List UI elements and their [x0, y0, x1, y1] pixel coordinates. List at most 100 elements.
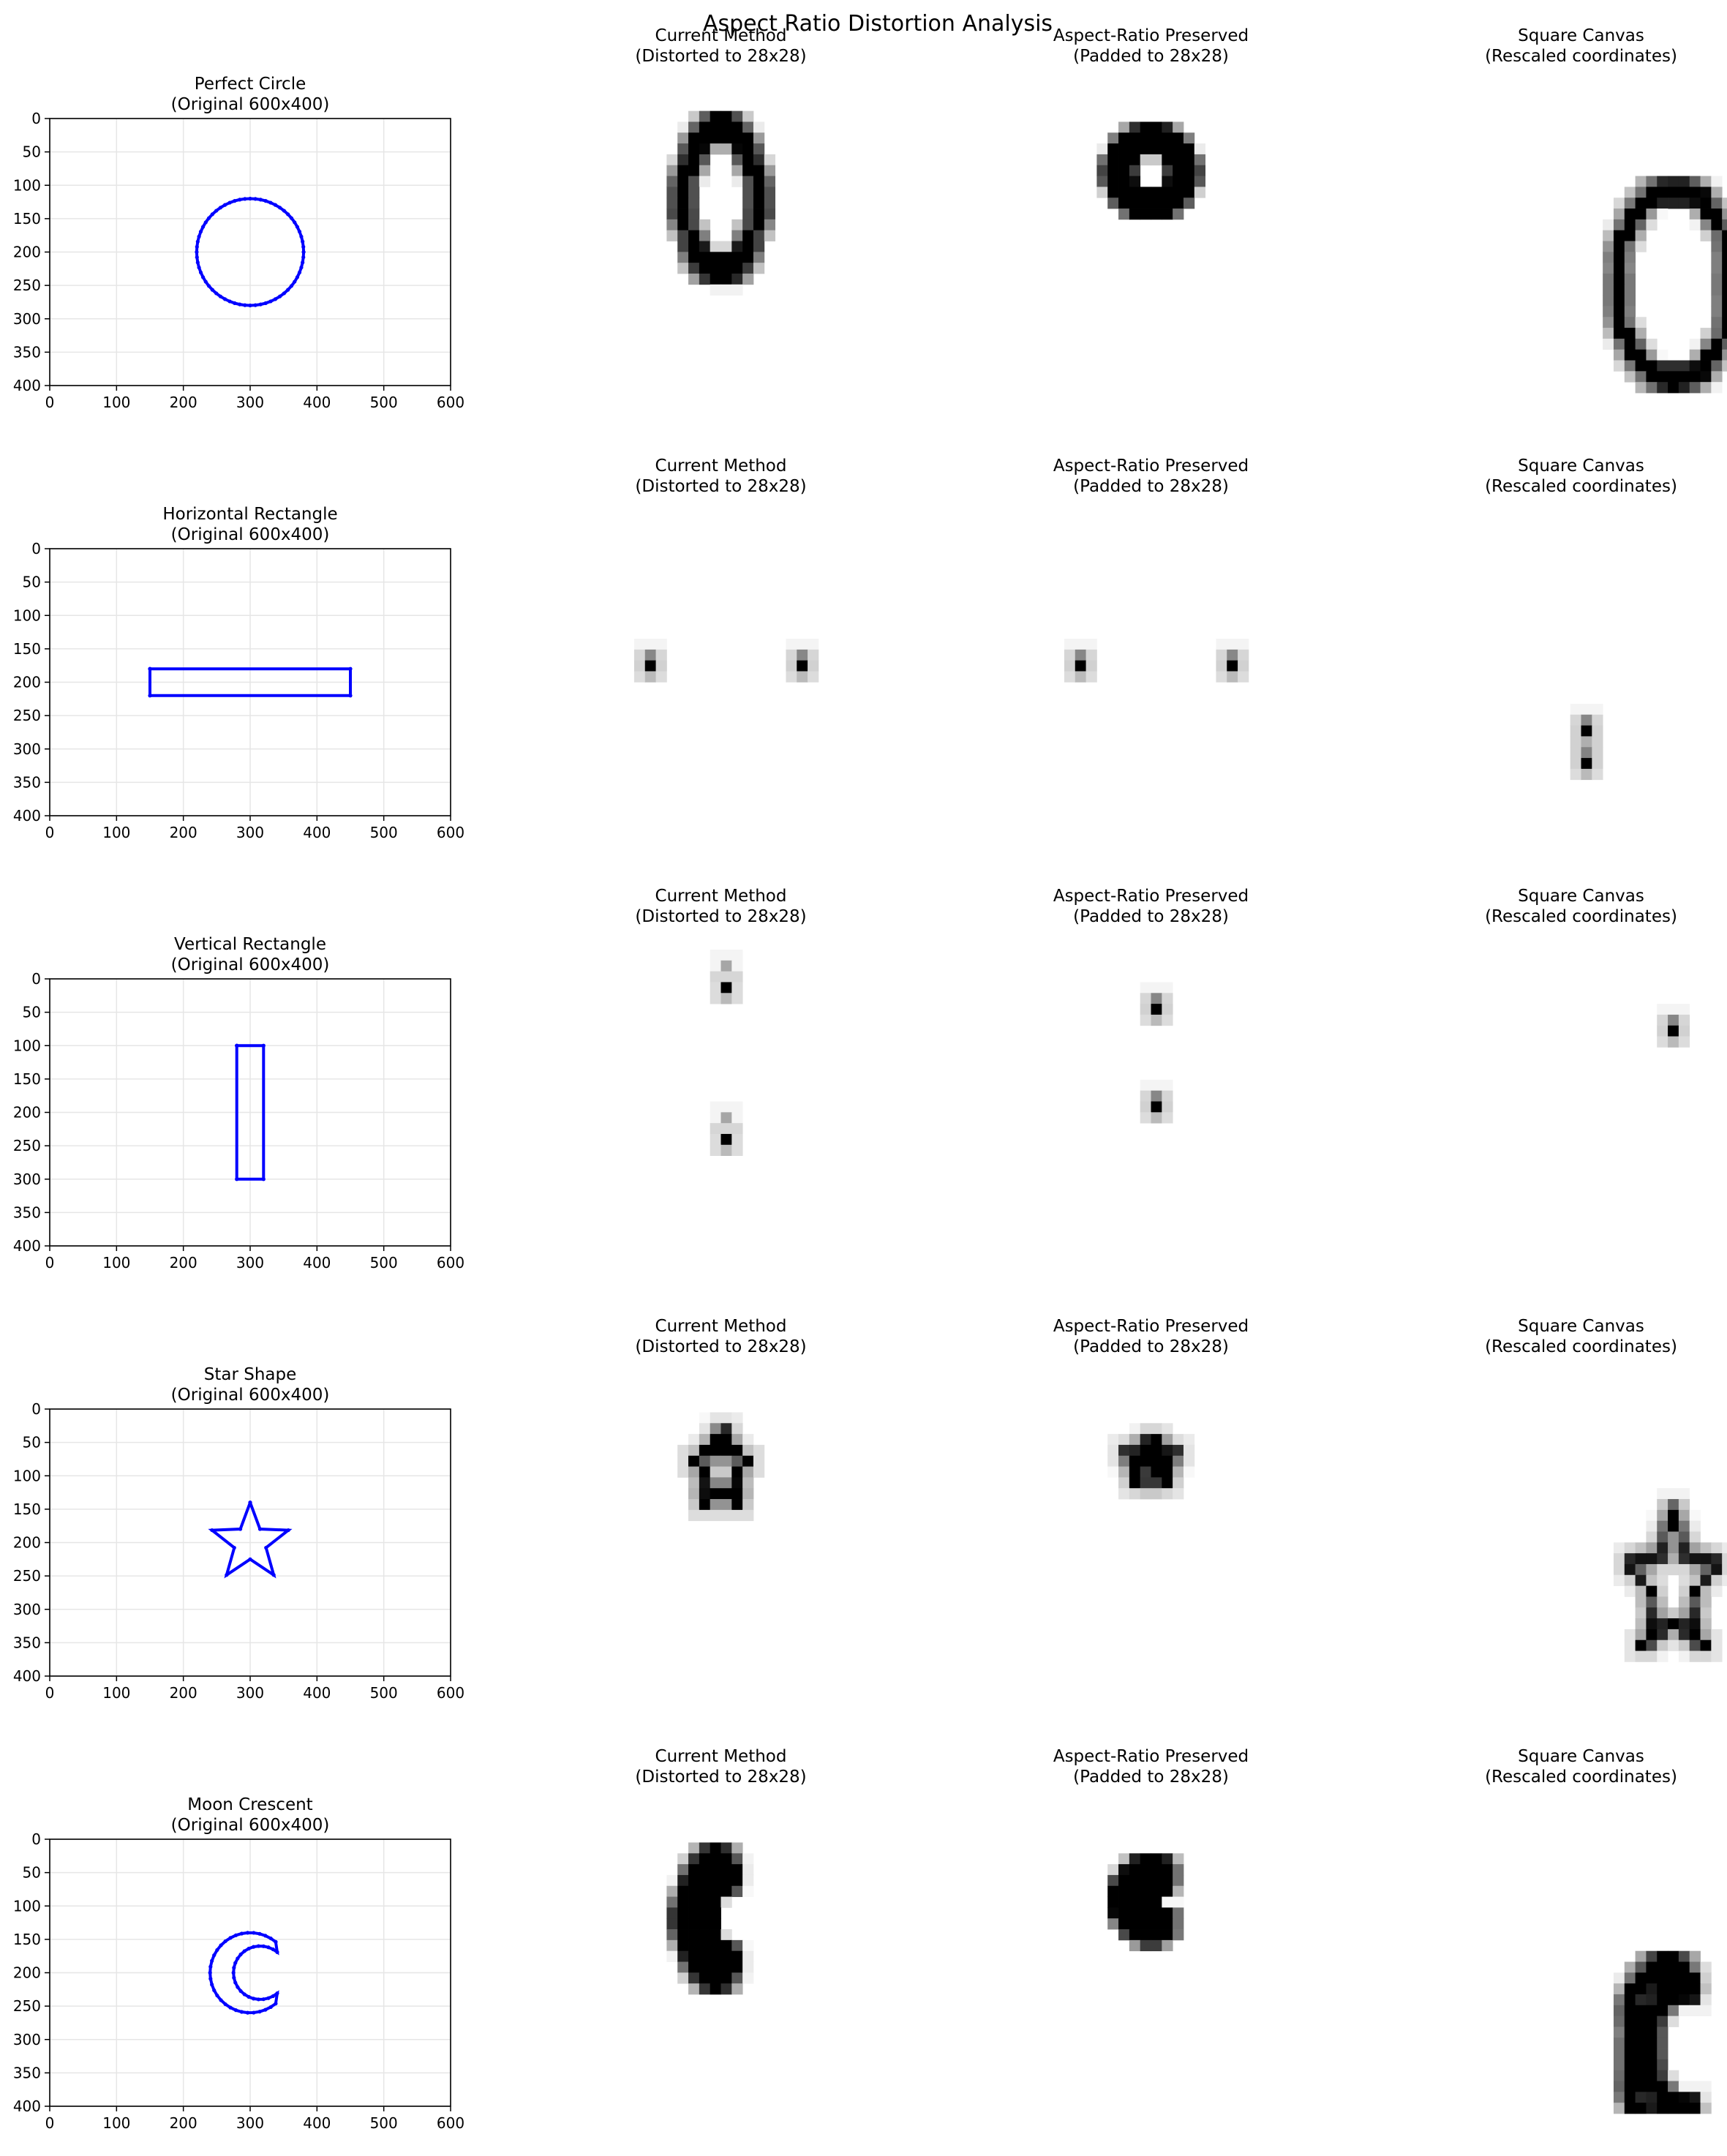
pixel-cell: [699, 110, 711, 122]
pixel-cell: [742, 1972, 754, 1984]
pixel-cell: [1700, 219, 1712, 231]
pixel-cell: [699, 1434, 711, 1446]
pixel-cell: [1689, 1629, 1701, 1641]
x-tick-label: 300: [236, 1684, 264, 1702]
pixel-cell: [720, 1499, 732, 1511]
panel-title: Aspect-Ratio Preserved: [1053, 26, 1249, 45]
pixel-cell: [1162, 1090, 1173, 1102]
pixel-cell: [1657, 1639, 1668, 1651]
pixel-cell: [742, 219, 754, 231]
pixel-cell: [1227, 639, 1238, 650]
pixel-cell: [1162, 1929, 1173, 1941]
pixel-cell: [1624, 1972, 1636, 1984]
pixel-panel-preserved: Aspect-Ratio Preserved(Padded to 28x28): [1053, 26, 1249, 220]
shape-vertex: [282, 209, 286, 213]
pixel-cell: [710, 252, 721, 263]
pixel-cell: [1581, 703, 1592, 715]
pixel-cell: [1657, 209, 1668, 220]
pixel-cell: [1635, 317, 1647, 328]
pixel-cell: [1700, 2081, 1712, 2092]
axes-original: Horizontal Rectangle(Original 600x400) 0 1…: [13, 505, 464, 841]
shape-vertex: [263, 199, 268, 203]
pixel-cell: [1657, 349, 1668, 361]
y-tick-label: 0: [31, 110, 41, 127]
pixel-cell: [1075, 660, 1086, 672]
pixel-cell: [1118, 1477, 1130, 1489]
shape-vertex: [301, 239, 305, 244]
y-tick-label: 150: [13, 1070, 41, 1088]
y-tick-label: 200: [13, 1964, 41, 1982]
pixel-cell: [1581, 768, 1592, 781]
pixel-cell: [1711, 219, 1723, 231]
pixel-cell: [1700, 371, 1712, 383]
pixel-cell: [731, 1509, 743, 1522]
shape-vertex: [210, 1983, 214, 1987]
shape-vertex: [232, 1966, 236, 1970]
pixel-cell: [742, 110, 754, 122]
pixel-cell: [699, 1412, 711, 1424]
pixel-cell: [1140, 209, 1151, 220]
shape-vertex: [200, 225, 206, 229]
pixel-cell: [699, 1488, 711, 1500]
pixel-cell: [1722, 284, 1727, 296]
pixel-cell: [1689, 2092, 1701, 2103]
pixel-panel-current: Current Method(Distorted to 28x28): [635, 1317, 807, 1522]
pixel-cell: [699, 241, 711, 252]
pixel-cell: [1173, 1444, 1184, 1457]
shape-vertex: [295, 225, 300, 229]
pixel-cell: [1646, 1553, 1658, 1565]
pixel-cell: [699, 121, 711, 133]
pixel-cell: [1668, 1542, 1679, 1554]
pixel-cell: [1592, 768, 1603, 781]
pixel-cell: [1722, 1563, 1727, 1576]
pixel-cell: [720, 1123, 732, 1135]
pixel-cell: [1668, 1553, 1679, 1565]
panel-title: Current Method: [655, 1317, 787, 1336]
shape-vertex: [257, 2010, 262, 2014]
shape-vertex: [148, 694, 152, 698]
pixel-cell: [677, 1444, 689, 1457]
shape-vertex: [247, 1994, 251, 1999]
pixel-cell: [1722, 230, 1727, 241]
pixel-cell: [808, 660, 819, 672]
pixel-cell: [1646, 1607, 1658, 1619]
pixel-cell: [1129, 154, 1141, 166]
pixel-cell: [1657, 1014, 1668, 1026]
pixel-cell: [797, 660, 808, 672]
row-5: Moon Crescent (Original 600x400) 0 100 200 30…: [13, 1747, 1712, 2132]
shape-vertex: [247, 1946, 251, 1951]
pixel-cell: [1689, 1950, 1701, 1962]
shape-vertex: [238, 1952, 243, 1957]
shape-vertex: [239, 1931, 244, 1936]
pixel-cell: [1668, 1983, 1679, 1995]
pixel-cell: [1678, 382, 1690, 394]
pixel-cell: [1624, 2081, 1636, 2092]
pixel-cell: [710, 1133, 721, 1146]
pixel-cell: [1603, 295, 1614, 307]
pixel-cell: [1592, 714, 1603, 726]
pixel-cell: [1183, 1455, 1195, 1467]
pixel-cell: [1162, 1014, 1173, 1026]
shape-vertex: [263, 301, 268, 305]
pixel-cell: [1151, 143, 1162, 155]
pixel-cell: [1678, 1618, 1690, 1630]
pixel-cell: [1646, 1542, 1658, 1554]
y-tick-label: 50: [23, 143, 41, 161]
x-tick-label: 400: [303, 1684, 331, 1702]
pixel-panel-preserved: Aspect-Ratio Preserved(Padded to 28x28): [1053, 1747, 1249, 1952]
shape-vertex: [215, 1947, 219, 1953]
pixel-cell: [688, 143, 700, 155]
pixel-cell: [1129, 1423, 1141, 1435]
pixel-cell: [753, 187, 765, 198]
pixel-cell: [677, 1896, 689, 1908]
row-3: Vertical Rectangle(Original 600x400) 0 100…: [13, 887, 1690, 1272]
shape-vertex: [248, 303, 252, 308]
pixel-panel-preserved: Aspect-Ratio Preserved(Padded to 28x28): [1053, 457, 1249, 683]
pixel-cell: [1107, 1444, 1119, 1457]
panel-subtitle: (Distorted to 28x28): [635, 1768, 806, 1787]
pixel-cell: [1689, 349, 1701, 361]
pixel-cell: [710, 241, 721, 252]
pixel-cell: [731, 284, 743, 296]
pixel-cell: [1711, 284, 1723, 296]
pixel-cell: [1624, 284, 1636, 296]
